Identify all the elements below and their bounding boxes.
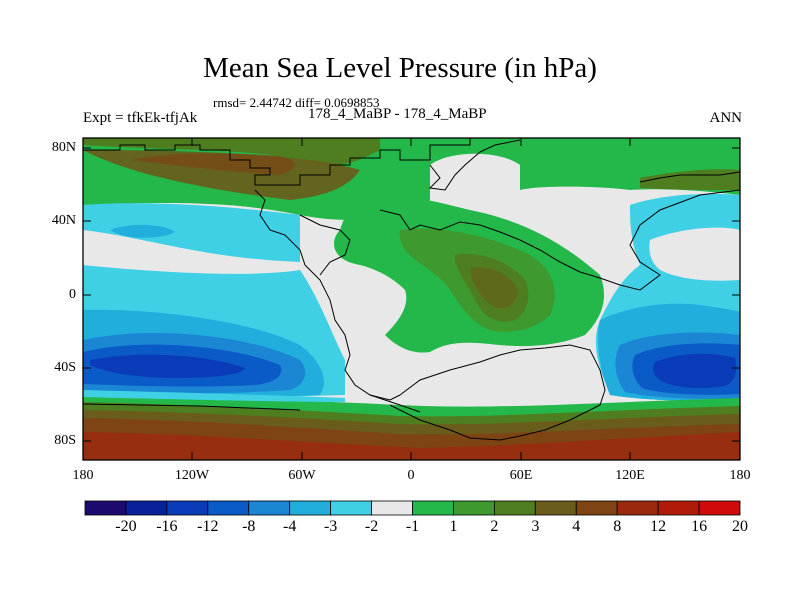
stats-line: rmsd= 2.44742 diff= 0.0698853 (213, 95, 380, 110)
colorbar-label: -8 (242, 518, 256, 535)
colorbar-swatch (166, 500, 209, 516)
x-tick-label: 180 (72, 468, 94, 483)
colorbar-label: -2 (364, 518, 379, 535)
y-tick-label: 80S (54, 433, 76, 448)
land-outlines (83, 138, 740, 441)
colorbar-swatch (657, 500, 700, 516)
colorbar-label: -3 (323, 518, 338, 535)
colorbar-label: 16 (691, 518, 708, 535)
x-tick-label: 0 (407, 468, 415, 483)
x-tick-label: 180 (729, 468, 751, 483)
x-tick-label: 120E (615, 468, 645, 483)
colorbar-label: 20 (732, 518, 748, 535)
colorbar-swatch (493, 500, 536, 516)
y-tick-label: 80N (51, 140, 76, 155)
colorbar-swatch (289, 500, 332, 516)
colorbar-swatch (412, 500, 454, 516)
colorbar-label: 8 (613, 518, 622, 535)
colorbar-swatch (453, 500, 495, 516)
colorbar-swatch (575, 500, 618, 516)
colorbar-label: -16 (156, 518, 178, 535)
season-label: ANN (709, 110, 743, 126)
y-tick-label: 40S (54, 360, 76, 375)
colorbar-label: -20 (115, 518, 137, 535)
colorbar-swatch (84, 500, 127, 516)
colorbar-label: -4 (283, 518, 297, 535)
experiment-label: Expt = tfkEk-tfjAk (83, 110, 198, 126)
colorbar-swatch (125, 500, 168, 516)
axis-ticks (83, 138, 740, 460)
colorbar-swatch (371, 500, 413, 516)
map-title: Mean Sea Level Pressure (in hPa) (203, 52, 597, 84)
case-label: 178_4_MaBP - 178_4_MaBP (308, 106, 487, 122)
colorbar-label: 4 (572, 518, 581, 535)
x-tick-label: 60W (288, 468, 316, 483)
colorbar-swatch (698, 500, 741, 516)
colorbar-swatch (207, 500, 250, 516)
colorbar-label: -1 (405, 518, 420, 535)
colorbar-swatch (248, 500, 291, 516)
colorbar-label: 12 (650, 518, 667, 535)
contour-fields (83, 138, 740, 460)
colorbar-label: 1 (449, 518, 458, 535)
colorbar-label: 2 (490, 518, 499, 535)
colorbar-label: 3 (531, 518, 540, 535)
colorbar-swatch (534, 500, 577, 516)
y-tick-label: 40N (51, 213, 76, 228)
colorbar-swatch (616, 500, 659, 516)
colorbar-label: -12 (197, 518, 219, 535)
y-tick-label: 0 (69, 287, 76, 302)
colorbar-swatch (330, 500, 372, 516)
x-tick-label: 120W (174, 468, 210, 483)
x-tick-label: 60E (509, 468, 533, 483)
